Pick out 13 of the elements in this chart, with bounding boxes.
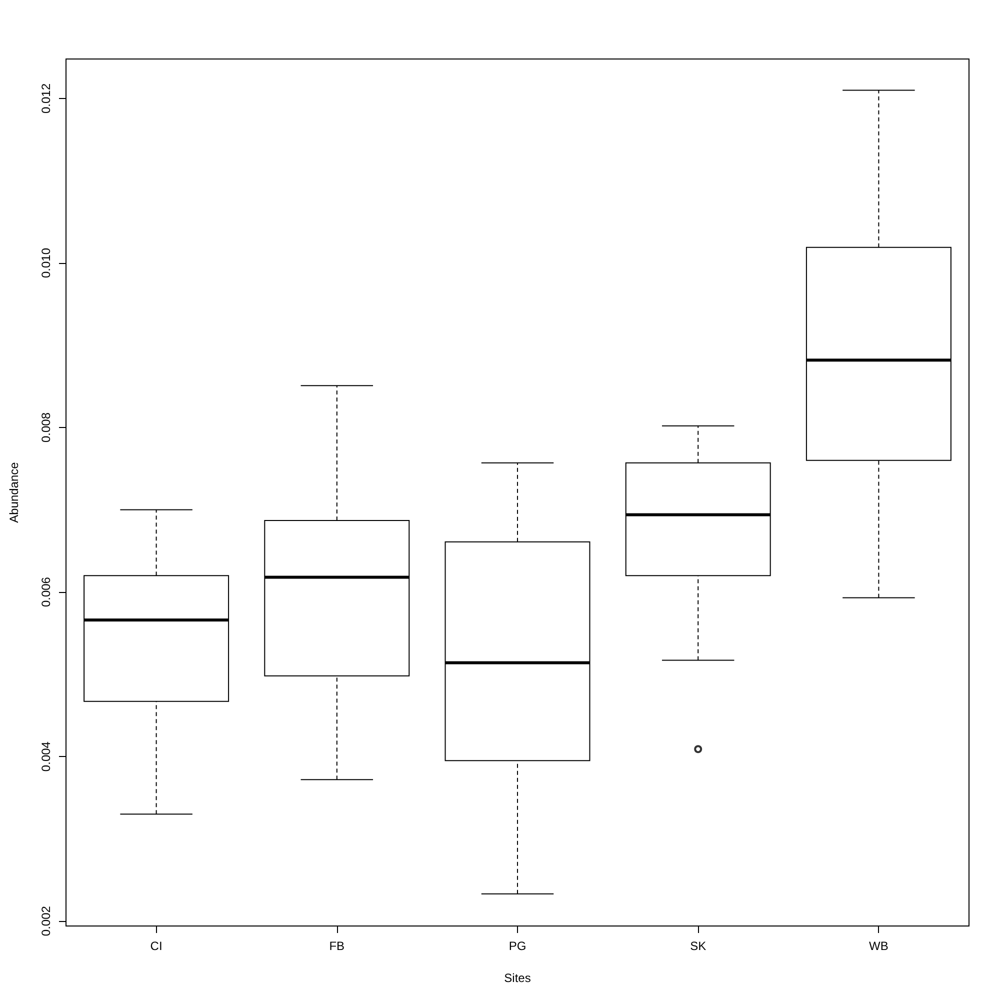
y-tick-label: 0.010 [39,248,53,278]
x-axis-title: Sites [504,971,531,985]
y-tick-label: 0.002 [39,906,53,936]
x-tick-label: CI [150,939,162,953]
y-tick-label: 0.006 [39,576,53,608]
y-tick-label: 0.004 [39,741,53,772]
x-tick-label: SK [690,939,706,953]
x-tick-label: WB [869,939,888,953]
y-tick-label: 0.012 [39,83,53,114]
y-tick-label: 0.008 [39,412,53,443]
y-axis-title: Abundance [7,462,21,523]
x-tick-label: FB [329,939,345,953]
x-tick-label: PG [508,939,526,953]
